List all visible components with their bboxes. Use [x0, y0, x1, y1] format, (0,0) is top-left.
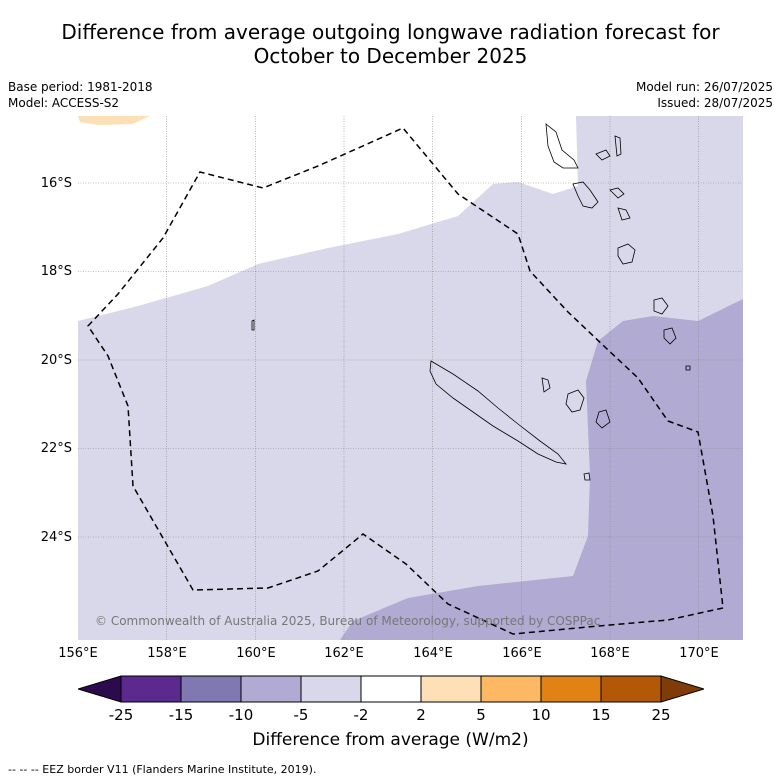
isle-of-pines [583, 472, 591, 481]
colorbar-cell-4 [300, 675, 362, 703]
loyalty-ouvea [541, 377, 551, 393]
colorbar-tick-label: 25 [651, 706, 671, 724]
base-period: Base period: 1981-2018 [8, 80, 153, 94]
islands [251, 123, 691, 481]
colorbar-cell-5 [360, 675, 422, 703]
map-title-line1: Difference from average outgoing longwav… [61, 20, 720, 44]
colorbar-tick-label: 15 [591, 706, 611, 724]
vanuatu-isle-3 [609, 187, 625, 199]
vanuatu-isle-6 [663, 327, 677, 345]
colorbar-tick-label: -15 [168, 706, 194, 724]
loyalty-lifou [565, 389, 585, 413]
lon-label-170e: 170°E [679, 646, 719, 661]
forecast-map [78, 116, 743, 640]
copyright-notice: © Commonwealth of Australia 2025, Bureau… [95, 614, 601, 628]
colorbar-tick-label: -25 [108, 706, 134, 724]
colorbar-cell-1 [120, 675, 182, 703]
matthew-isle [685, 365, 691, 371]
eez-border [87, 127, 724, 635]
colorbar-tick-label: 5 [476, 706, 486, 724]
vanuatu-isle-4 [617, 207, 631, 221]
vanuatu-isle-2 [614, 135, 622, 157]
colorbar-cell-3 [240, 675, 302, 703]
lon-label-166e: 166°E [502, 646, 542, 661]
lat-label-22s: 22°S [40, 441, 72, 456]
region-light-purple [78, 116, 743, 640]
vanuatu-isle-5 [653, 297, 669, 315]
lat-label-18s: 18°S [40, 264, 72, 279]
map-title-line2: October to December 2025 [253, 44, 528, 68]
map-title: Difference from average outgoing longwav… [0, 20, 781, 68]
colorbar-tick-label: -5 [293, 706, 309, 724]
region-light-orange [78, 116, 150, 125]
eez-footnote: -- -- -- EEZ border V11 (Flanders Marine… [8, 763, 317, 776]
vanuatu-malakula [572, 181, 599, 209]
colorbar-tick-label: -2 [353, 706, 369, 724]
lon-label-158e: 158°E [147, 646, 187, 661]
chesterfield-isle [251, 319, 255, 331]
meta-left: Base period: 1981-2018 Model: ACCESS-S2 [8, 79, 153, 111]
colorbar-cell-9 [600, 675, 662, 703]
lon-label-168e: 168°E [590, 646, 630, 661]
lon-label-156e: 156°E [58, 646, 98, 661]
colorbar-cell-8 [540, 675, 602, 703]
colorbar-cell-10 [660, 675, 704, 703]
vanuatu-efate [617, 243, 636, 265]
new-caledonia [429, 360, 567, 465]
issued-date: Issued: 28/07/2025 [657, 96, 773, 110]
meta-right: Model run: 26/07/2025 Issued: 28/07/2025 [636, 79, 773, 111]
model-run: Model run: 26/07/2025 [635, 80, 773, 94]
colorbar-cell-6 [420, 675, 482, 703]
vanuatu-isle-1 [595, 149, 611, 161]
lon-label-160e: 160°E [236, 646, 276, 661]
gridlines [78, 116, 743, 640]
model-name: Model: ACCESS-S2 [8, 96, 120, 110]
colorbar-cell-2 [180, 675, 242, 703]
colorbar [78, 675, 704, 703]
lat-label-24s: 24°S [40, 530, 72, 545]
lon-label-164e: 164°E [413, 646, 453, 661]
colorbar-cell-7 [480, 675, 542, 703]
colorbar-tick-label: -10 [228, 706, 254, 724]
lat-label-20s: 20°S [40, 353, 72, 368]
colorbar-tick-label: 10 [531, 706, 551, 724]
colorbar-tick-label: 2 [416, 706, 426, 724]
lon-label-162e: 162°E [324, 646, 364, 661]
colorbar-title: Difference from average (W/m2) [252, 730, 529, 750]
lat-label-16s: 16°S [40, 176, 72, 191]
loyalty-mare [595, 409, 611, 429]
vanuatu-espiritu-santo [545, 123, 579, 169]
colorbar-cell-0 [78, 675, 122, 703]
